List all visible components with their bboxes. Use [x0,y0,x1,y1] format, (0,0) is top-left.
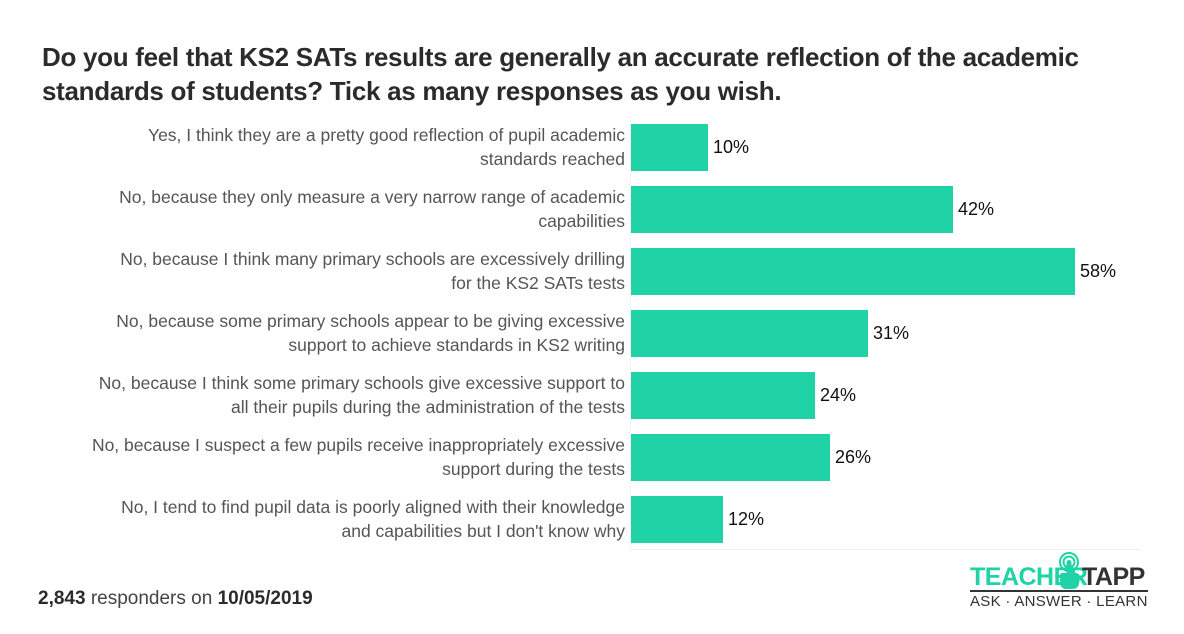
category-label-line: No, because some primary schools appear … [116,311,625,331]
logo-divider [970,590,1148,592]
value-label: 26% [835,447,872,467]
value-label: 24% [820,385,857,405]
chart-title: Do you feel that KS2 SATs results are ge… [42,42,1079,106]
category-label: Yes, I think they are a pretty good refl… [25,123,625,171]
category-label: No, because I suspect a few pupils recei… [25,433,625,481]
footer-text: responders on [85,588,218,609]
responder-count: 2,843 [38,588,86,609]
responders-footer: 2,843 responders on 10/05/2019 [38,588,313,610]
category-label-line: No, I tend to find pupil data is poorly … [121,497,625,517]
bar [631,310,868,357]
category-label-line: support to achieve standards in KS2 writ… [288,335,625,355]
bar [631,124,708,171]
category-label-line: No, because they only measure a very nar… [119,187,625,207]
category-label-line: capabilities [538,211,625,231]
bar [631,372,815,419]
y-axis-line [630,118,631,550]
value-label: 31% [873,323,910,343]
value-label: 10% [713,137,750,157]
category-label: No, because I think some primary schools… [25,371,625,419]
survey-date: 10/05/2019 [217,588,313,609]
category-label: No, because they only measure a very nar… [25,185,625,233]
value-label: 42% [958,199,995,219]
category-label-line: and capabilities but I don't know why [341,521,625,541]
category-label: No, because some primary schools appear … [25,309,625,357]
category-label: No, I tend to find pupil data is poorly … [25,495,625,543]
bar [631,186,953,233]
logo-word-tapp: TAPP [1082,563,1145,591]
value-label: 12% [728,509,765,529]
category-label-line: standards reached [480,149,625,169]
tapping-hand-icon [1059,552,1080,589]
logo-tagline: ASK · ANSWER · LEARN [970,593,1148,610]
bar [631,496,723,543]
category-label-line: No, because I think some primary schools… [98,373,625,393]
teacher-tapp-logo: TEACHER TAPP ASK · ANSWER · LEARN [970,552,1150,614]
bar [631,434,830,481]
category-label-line: support during the tests [442,459,625,479]
category-label-line: for the KS2 SATs tests [451,273,625,293]
value-label: 58% [1080,261,1117,281]
category-label-line: all their pupils during the administrati… [231,397,625,417]
category-label-line: No, because I suspect a few pupils recei… [91,435,625,455]
category-label: No, because I think many primary schools… [25,247,625,295]
bar [631,248,1075,295]
category-label-line: Yes, I think they are a pretty good refl… [148,125,625,145]
category-label-line: No, because I think many primary schools… [120,249,625,269]
x-axis-line [630,549,1140,550]
